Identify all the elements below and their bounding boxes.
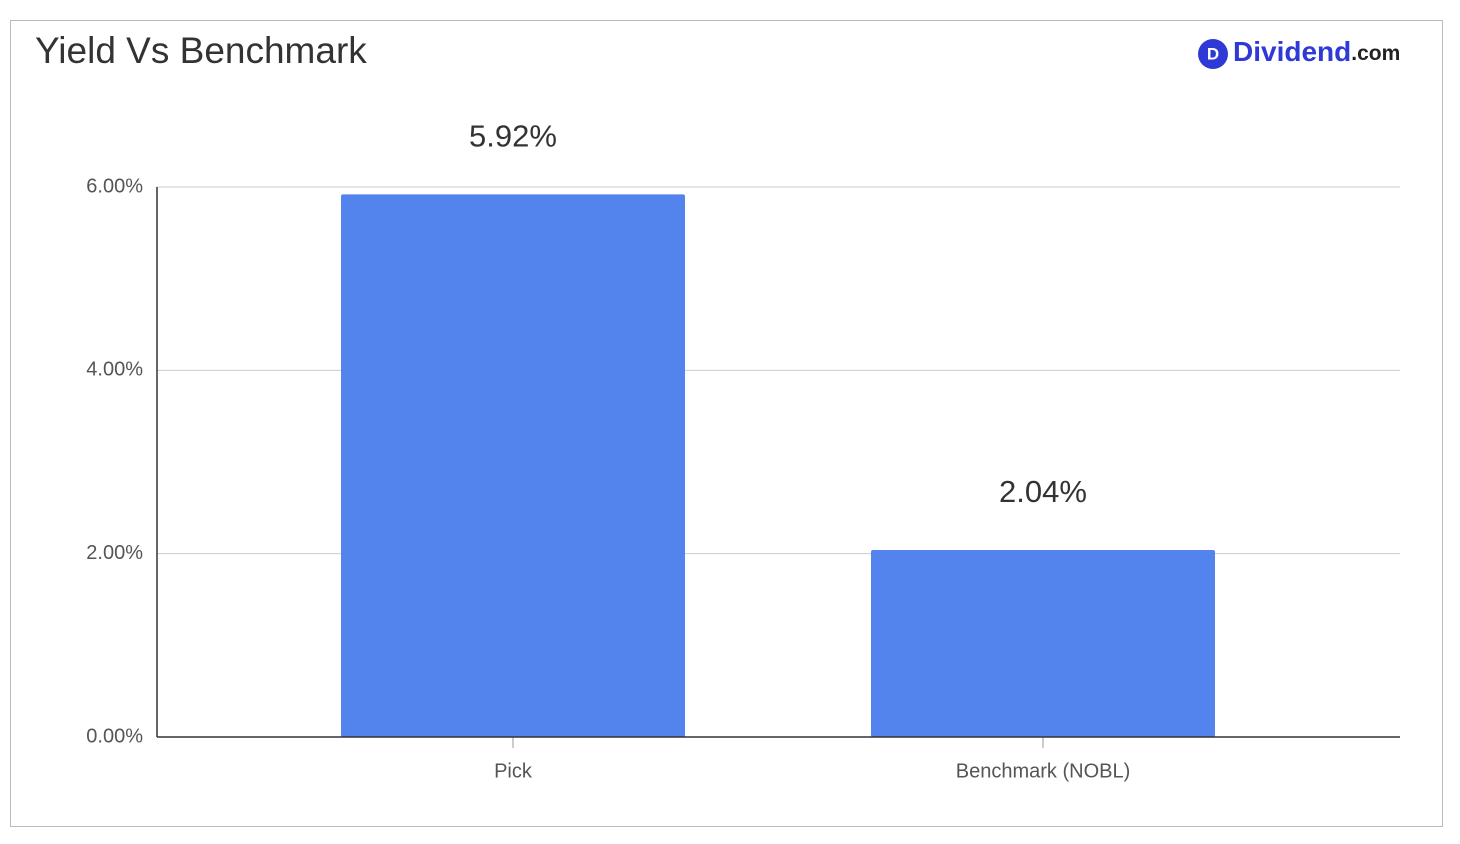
x-tick-label: Benchmark (NOBL) (956, 760, 1131, 782)
y-tick-label: 6.00% (86, 175, 143, 197)
y-tick-label: 2.00% (86, 542, 143, 564)
bar (341, 194, 685, 738)
brand-suffix: .com (1351, 42, 1400, 65)
brand: D Dividend.com (1198, 36, 1400, 69)
y-tick-label: 0.00% (86, 725, 143, 747)
chart-frame (10, 20, 1443, 827)
brand-name-main: Dividend (1233, 36, 1351, 67)
brand-logo-circle (1198, 39, 1228, 69)
value-label: 2.04% (999, 474, 1087, 509)
value-label: 5.92% (469, 119, 557, 154)
brand-logo: D (1207, 44, 1219, 63)
brand-name: Dividend.com (1233, 36, 1400, 67)
y-tick-label: 4.00% (86, 359, 143, 381)
bar (871, 550, 1215, 737)
chart-title: Yield Vs Benchmark (35, 30, 367, 71)
x-tick-label: Pick (494, 760, 533, 782)
